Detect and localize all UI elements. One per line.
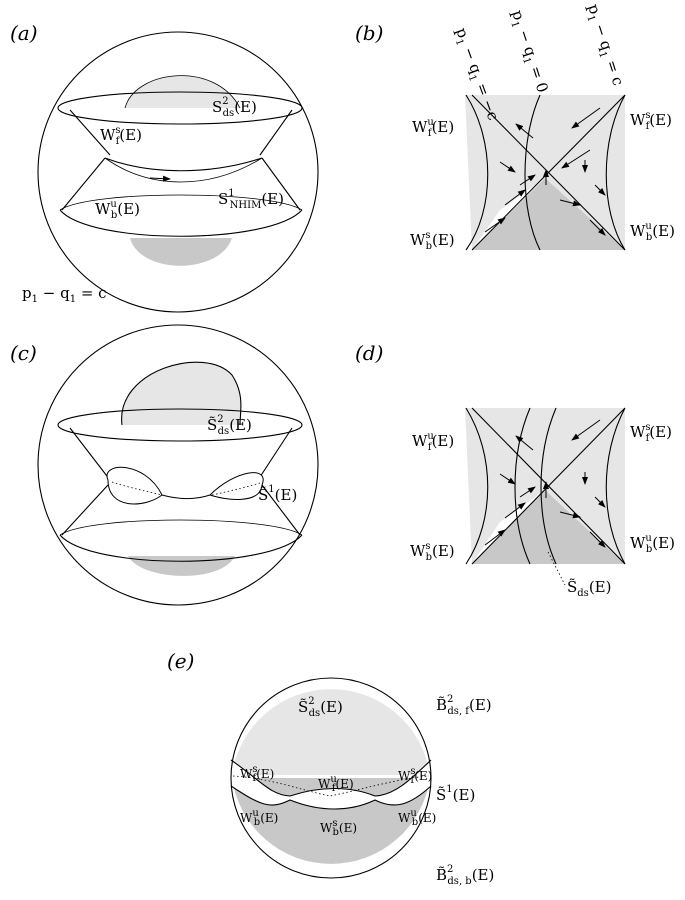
panel-b-curve-right bbox=[605, 94, 626, 251]
panel-e-W-fs-right: Ws f(E) bbox=[398, 766, 432, 786]
panel-a-label: (a) bbox=[10, 21, 38, 45]
panel-e-B-b: B̃2 ds, b(E) bbox=[436, 864, 494, 887]
panel-a-level: p1 − q1 = c bbox=[22, 284, 107, 305]
panel-b-curve-mid bbox=[524, 94, 541, 251]
panel-a-W-fs: Ws f(E) bbox=[100, 125, 142, 147]
panel-b: (b) p1 − q1 = −c p1 − q1 = 0 p1 − q1 = c… bbox=[355, 2, 675, 252]
panel-e-W-fs-left: Ws f(E) bbox=[240, 764, 274, 784]
panel-e-label: (e) bbox=[167, 649, 194, 673]
panel-e-W-bs-mid: Ws b(E) bbox=[320, 818, 357, 838]
panel-e-W-fu-mid: Wu f(E) bbox=[318, 774, 354, 794]
panel-c-S-ds: S̃2 ds(E) bbox=[207, 414, 252, 437]
panel-e: (e) S̃2 ds(E) B̃2 ds, f(E) S̃1(E) B̃2 ds, b… bbox=[167, 649, 494, 887]
panel-d-W-fu: Wu f(E) bbox=[412, 431, 454, 453]
panel-a-sphere bbox=[37, 31, 319, 313]
panel-e-B-f: B̃2 ds, f(E) bbox=[436, 694, 492, 717]
panel-b-W-fs: Ws f(E) bbox=[630, 110, 672, 132]
panel-e-S-ds: S̃2 ds(E) bbox=[298, 696, 343, 719]
panel-b-curve-right-label: p1 − q1 = c bbox=[581, 2, 627, 89]
panel-b-W-fu: Wu f(E) bbox=[412, 117, 454, 139]
panel-e-W-bu-left: Wu b(E) bbox=[240, 808, 278, 828]
panel-b-W-bs: Ws b(E) bbox=[410, 230, 455, 252]
panel-d-S-ds: S̃ds(E) bbox=[567, 578, 611, 599]
panel-b-curve-left bbox=[465, 94, 489, 251]
panel-e-upper-cap bbox=[232, 689, 430, 775]
panel-c-sphere bbox=[37, 324, 319, 606]
panel-a-S-NHIM: S1 NHIM(E) bbox=[218, 188, 284, 211]
panel-d-W-fs: Ws f(E) bbox=[630, 422, 672, 444]
panel-b-curve-mid-label: p1 − q1 = 0 bbox=[505, 8, 551, 96]
panel-c-bottom-blob bbox=[128, 556, 235, 576]
panel-c-S1: S̃1(E) bbox=[258, 484, 297, 504]
panel-c-label: (c) bbox=[10, 341, 37, 365]
panel-d-W-bu: Wu b(E) bbox=[630, 533, 675, 555]
panel-a-flow-arrow bbox=[149, 175, 171, 182]
panel-a-W-bu: Wu b(E) bbox=[95, 199, 140, 221]
panel-e-W-bu-right: Wu b(E) bbox=[398, 808, 436, 828]
panel-a-S-ds: S2 ds(E) bbox=[212, 96, 257, 119]
panel-c: (c) S̃2 ds(E) S̃1(E) bbox=[10, 324, 319, 606]
panel-a-upper-ring bbox=[57, 91, 303, 125]
panel-b-W-bu: Wu b(E) bbox=[630, 221, 675, 243]
panel-a-bottom-dome bbox=[130, 238, 232, 266]
panel-d-W-bs: Ws b(E) bbox=[410, 541, 455, 563]
panel-d: (d) Wu f(E) Ws f(E) Ws b(E) Wu b(E) S̃ds(E) bbox=[355, 341, 675, 599]
panel-e-S1: S̃1(E) bbox=[436, 784, 475, 804]
panel-d-label: (d) bbox=[355, 341, 383, 365]
panel-e-sphere bbox=[230, 677, 432, 879]
panel-b-label: (b) bbox=[355, 21, 383, 45]
panel-a: (a) S2 ds(E) Ws f(E) Wu b(E) S1 NHIM(E) p1 −… bbox=[10, 21, 319, 313]
